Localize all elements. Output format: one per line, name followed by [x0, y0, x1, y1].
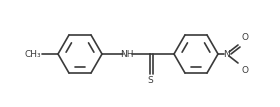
Text: CH₃: CH₃	[24, 50, 41, 59]
Text: S: S	[147, 76, 153, 85]
Text: N: N	[223, 50, 229, 59]
Text: NH: NH	[120, 50, 134, 59]
Text: O: O	[241, 66, 248, 75]
Text: O: O	[241, 33, 248, 42]
